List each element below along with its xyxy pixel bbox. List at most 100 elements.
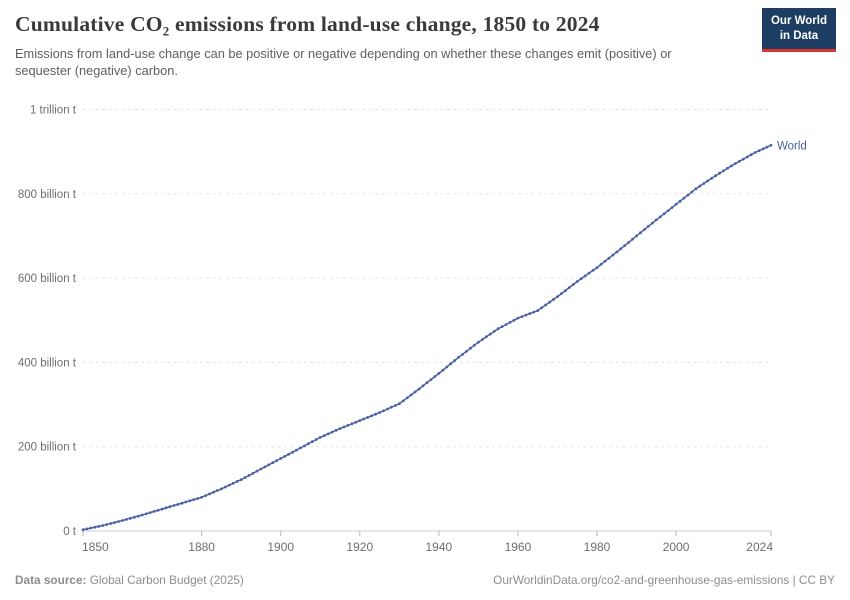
world-series-point xyxy=(560,292,563,295)
y-axis-tick-label: 0 t xyxy=(63,526,77,538)
world-series-point xyxy=(500,325,504,328)
page-title: Cumulative CO₂ emissions from land-use c… xyxy=(15,12,600,36)
world-series-point xyxy=(647,224,650,228)
data-source-label: Data source: xyxy=(15,573,87,587)
world-series-point xyxy=(670,206,674,209)
world-series-point xyxy=(231,481,235,485)
world-series-point xyxy=(745,155,749,159)
world-series-point xyxy=(662,212,666,216)
world-series-point xyxy=(417,387,421,391)
world-series-point xyxy=(227,483,231,487)
world-series-line xyxy=(82,144,772,531)
attribution-link[interactable]: OurWorldinData.org/co2-and-greenhouse-ga… xyxy=(493,573,835,587)
world-series-point xyxy=(698,184,702,188)
x-axis-tick-label: 1980 xyxy=(584,540,611,554)
world-series-point xyxy=(615,250,619,254)
world-series-point xyxy=(89,526,93,530)
world-series-point xyxy=(429,378,433,381)
world-series-point xyxy=(208,492,211,496)
world-series-point xyxy=(461,352,464,356)
world-series-point xyxy=(686,193,690,197)
world-series-point xyxy=(528,312,532,315)
world-series-label: World xyxy=(777,140,807,152)
data-source: Data source: Global Carbon Budget (2025) xyxy=(15,573,244,587)
world-series-point xyxy=(105,523,109,526)
x-axis-tick-label: 1940 xyxy=(426,540,453,554)
world-series-point xyxy=(639,231,642,235)
world-series-point xyxy=(307,442,310,446)
world-series-point xyxy=(255,469,259,473)
world-series-point xyxy=(180,501,184,505)
world-series-point xyxy=(658,215,662,219)
world-series-point xyxy=(492,330,496,333)
world-series-point xyxy=(275,459,279,462)
data-source-value: Global Carbon Budget (2025) xyxy=(89,573,244,587)
world-series-point xyxy=(512,318,516,322)
world-series-point xyxy=(449,362,453,366)
world-series-point xyxy=(101,524,105,527)
x-axis-tick-label: 1960 xyxy=(505,540,532,554)
world-series-point xyxy=(421,384,425,388)
world-series-point xyxy=(583,274,587,278)
world-series-point xyxy=(738,159,741,163)
world-series-point xyxy=(631,237,634,241)
world-series-point xyxy=(397,402,401,406)
world-series-point xyxy=(413,390,417,394)
world-series-point xyxy=(390,405,393,409)
world-series-point xyxy=(259,467,263,471)
world-series-point xyxy=(575,280,579,283)
y-axis-tick-label: 200 billion t xyxy=(18,442,77,454)
world-series-point xyxy=(635,234,638,238)
world-series-point xyxy=(520,315,524,318)
world-series-point xyxy=(243,476,247,479)
world-series-point xyxy=(453,359,457,362)
world-series-point xyxy=(484,335,488,339)
world-series-point xyxy=(643,228,646,231)
x-axis-tick-label: 2024 xyxy=(746,540,773,554)
world-series-point xyxy=(152,510,156,513)
world-series-point xyxy=(287,452,290,456)
world-series-point xyxy=(540,306,544,310)
world-series-point xyxy=(710,176,714,180)
world-series-point xyxy=(394,404,397,407)
world-series-point xyxy=(239,478,243,481)
world-series-point xyxy=(611,253,615,257)
world-series-point xyxy=(156,508,160,512)
world-series-point xyxy=(536,309,540,312)
world-series-point xyxy=(405,396,409,400)
world-series-point xyxy=(441,368,445,372)
world-series-point xyxy=(247,474,251,477)
world-series-point xyxy=(694,187,698,191)
world-series-point xyxy=(757,149,761,153)
world-series-point xyxy=(544,303,547,307)
world-series-point xyxy=(216,489,219,492)
world-series-point xyxy=(722,169,725,173)
world-series-point xyxy=(334,428,338,432)
world-series-point xyxy=(571,283,575,286)
world-series-point xyxy=(564,289,567,292)
world-series-point xyxy=(477,340,480,344)
x-axis-tick-label: 1880 xyxy=(188,540,215,554)
world-series-point xyxy=(279,457,283,460)
world-series-point xyxy=(137,514,140,518)
world-series-point xyxy=(291,450,294,454)
world-series-point xyxy=(326,432,330,436)
world-series-point xyxy=(753,151,757,154)
world-series-point xyxy=(140,513,144,517)
world-series-point xyxy=(299,446,302,450)
world-series-point xyxy=(220,487,223,491)
world-series-point xyxy=(223,485,227,489)
world-series-point xyxy=(532,310,536,314)
line-chart-canvas: 0 t 200 billion t 400 billion t 600 billion… xyxy=(18,105,807,555)
world-series-point xyxy=(263,465,267,469)
world-series-point xyxy=(401,399,405,403)
world-series-point xyxy=(524,313,528,317)
world-series-point xyxy=(93,525,97,529)
world-series-point xyxy=(678,199,682,203)
world-series-point xyxy=(212,490,215,494)
world-series-point xyxy=(409,393,413,397)
world-series-point xyxy=(314,438,318,441)
owid-logo-line2: in Data xyxy=(779,29,819,42)
world-series-point xyxy=(481,338,484,341)
